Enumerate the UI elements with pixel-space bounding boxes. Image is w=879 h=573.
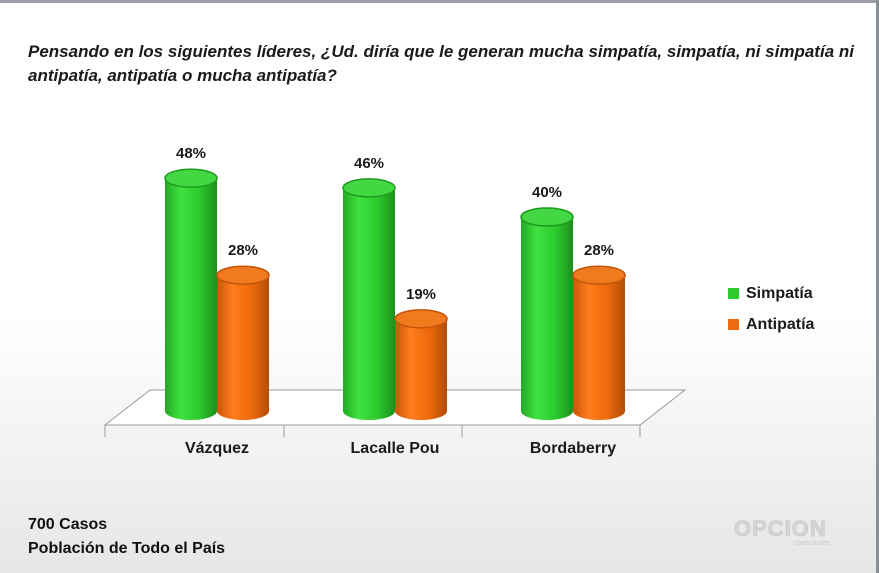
logo-tagline: consultores [794, 540, 830, 547]
chart-question: Pensando en los siguientes líderes, ¿Ud.… [28, 42, 854, 85]
category-label: Lacalle Pou [351, 440, 440, 457]
data-label: 48% [176, 145, 206, 162]
bar-simpatía-2 [521, 217, 573, 420]
bar-top-simpatía-2 [520, 207, 574, 227]
legend-item-antipatia: Antipatía [728, 309, 814, 340]
bar-antipatía-1 [395, 318, 447, 420]
legend-swatch-antipatia [728, 319, 739, 330]
bar-top-simpatía-1 [342, 178, 396, 198]
legend-label: Simpatía [746, 284, 813, 302]
bar-antipatía-0 [217, 275, 269, 420]
cases-count: 700 Casos [28, 516, 108, 533]
category-label: Bordaberry [530, 440, 616, 457]
bar-top-antipatía-0 [216, 265, 270, 285]
population-note: Población de Todo el País [28, 540, 226, 557]
bar-top-antipatía-1 [394, 309, 448, 329]
data-label: 28% [584, 242, 614, 259]
opcion-logo: OPCION consultores [734, 516, 831, 547]
bar-simpatía-1 [343, 187, 395, 420]
top-border [0, 0, 879, 3]
data-label: 40% [532, 184, 562, 201]
logo-wordmark: OPCION [734, 516, 827, 541]
data-label: 28% [228, 242, 258, 259]
legend-item-simpatia: Simpatía [728, 278, 814, 309]
right-border [876, 0, 879, 573]
chart-legend: Simpatía Antipatía [728, 278, 814, 340]
bar-antipatía-2 [573, 275, 625, 420]
bar-top-antipatía-2 [572, 265, 626, 285]
legend-label: Antipatía [746, 315, 815, 333]
data-label: 46% [354, 155, 384, 172]
footer: 700 Casos Población de Todo el País [28, 513, 225, 561]
legend-swatch-simpatia [728, 288, 739, 299]
bar-simpatía-0 [165, 178, 217, 420]
bar-top-simpatía-0 [164, 168, 218, 188]
category-label: Vázquez [185, 440, 249, 457]
data-label: 19% [406, 286, 436, 303]
